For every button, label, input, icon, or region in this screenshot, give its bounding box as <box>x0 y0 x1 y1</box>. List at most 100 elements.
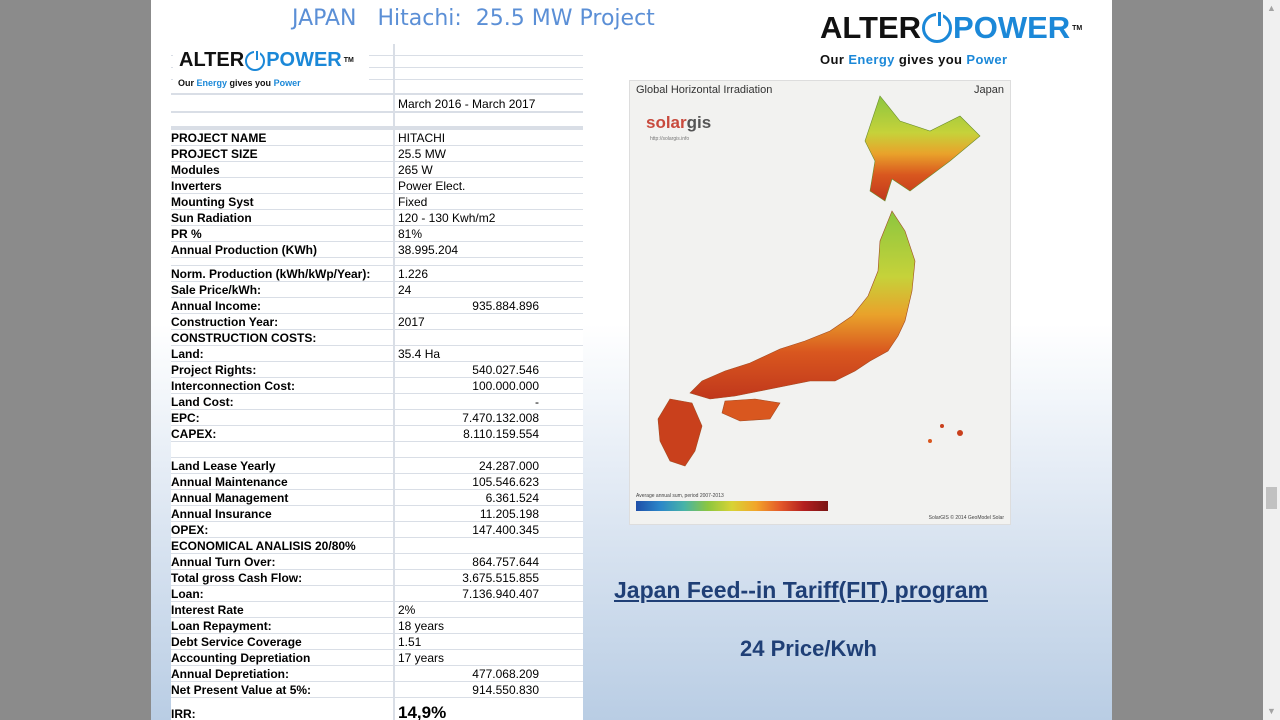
table-row: Land Cost: - <box>171 394 583 410</box>
row-value: 14,9% <box>395 698 583 720</box>
row-label: Sun Radiation <box>171 210 393 225</box>
table-row-period: March 2016 - March 2017 <box>171 95 583 112</box>
row-value: 265 W <box>395 162 583 177</box>
row-value: 477.068.209 <box>395 666 583 681</box>
row-label: EPC: <box>171 410 393 425</box>
scroll-up-arrow-icon[interactable]: ▲ <box>1267 3 1276 13</box>
table-cell <box>395 56 583 67</box>
row-value: 147.400.345 <box>395 522 583 537</box>
table-cell <box>171 95 393 111</box>
row-label: Annual Insurance <box>171 506 393 521</box>
table-row: OPEX: 147.400.345 <box>171 522 583 538</box>
row-value: 540.027.546 <box>395 362 583 377</box>
scroll-down-arrow-icon[interactable]: ▼ <box>1267 706 1276 716</box>
table-row: Annual Income: 935.884.896 <box>171 298 583 314</box>
table-row: Land Lease Yearly 24.287.000 <box>171 458 583 474</box>
table-row: Net Present Value at 5%: 914.550.830 <box>171 682 583 698</box>
table-row: Accounting Depretiation 17 years <box>171 650 583 666</box>
alterpower-logo-small: ALTER POWER TM Our Energy gives you Powe… <box>173 46 369 88</box>
table-row: Land: 35.4 Ha <box>171 346 583 362</box>
table-row: Annual Turn Over: 864.757.644 <box>171 554 583 570</box>
table-row: Annual Depretiation: 477.068.209 <box>171 666 583 682</box>
row-value: HITACHI <box>395 130 583 145</box>
table-row: Debt Service Coverage 1.51 <box>171 634 583 650</box>
map-credit: SolarGIS © 2014 GeoModel Solar <box>928 515 1004 521</box>
logo-word-power: POWER <box>953 10 1071 45</box>
table-row: ECONOMICAL ANALISIS 20/80% <box>171 538 583 554</box>
row-label: Annual Income: <box>171 298 393 313</box>
row-label: Loan Repayment: <box>171 618 393 633</box>
table-row: Annual Management 6.361.524 <box>171 490 583 506</box>
row-value: 17 years <box>395 650 583 665</box>
row-label: IRR: <box>171 698 393 720</box>
row-value: 7.470.132.008 <box>395 410 583 425</box>
table-row: Project Rights: 540.027.546 <box>171 362 583 378</box>
row-value: 11.205.198 <box>395 506 583 521</box>
row-value: 3.675.515.855 <box>395 570 583 585</box>
logo-word-alter: ALTER <box>820 10 922 45</box>
row-label: OPEX: <box>171 522 393 537</box>
vertical-scrollbar[interactable]: ▲ ▼ <box>1263 0 1280 720</box>
row-value: 7.136.940.407 <box>395 586 583 601</box>
row-value: 914.550.830 <box>395 682 583 697</box>
table-row: Mounting Syst Fixed <box>171 194 583 210</box>
solargis-logo: solargis <box>646 113 712 132</box>
row-label: Annual Turn Over: <box>171 554 393 569</box>
table-row: PR % 81% <box>171 226 583 242</box>
table-cell <box>171 113 393 126</box>
row-value: 8.110.159.554 <box>395 426 583 441</box>
alterpower-logo: ALTER POWER TM Our Energy gives you Powe… <box>818 8 1112 68</box>
table-cell <box>395 258 583 265</box>
row-value: 100.000.000 <box>395 378 583 393</box>
page-title: JAPAN Hitachi: 25.5 MW Project <box>292 6 655 31</box>
table-row-blank <box>171 258 583 266</box>
row-label: Annual Depretiation: <box>171 666 393 681</box>
table-row-blank <box>171 442 583 458</box>
row-value: Fixed <box>395 194 583 209</box>
row-value <box>395 538 583 553</box>
row-label: Total gross Cash Flow: <box>171 570 393 585</box>
project-table: March 2016 - March 2017 PROJECT NAME HITAC… <box>171 44 583 720</box>
table-cell <box>395 113 583 126</box>
row-label: Interest Rate <box>171 602 393 617</box>
row-label: Project Rights: <box>171 362 393 377</box>
table-cell <box>171 442 393 457</box>
row-label: Norm. Production (kWh/kWp/Year): <box>171 266 393 281</box>
table-row: Loan Repayment: 18 years <box>171 618 583 634</box>
fit-program-link[interactable]: Japan Feed--in Tariff(FIT) program <box>614 577 988 603</box>
row-value: 6.361.524 <box>395 490 583 505</box>
row-value: 18 years <box>395 618 583 633</box>
table-cell <box>395 442 583 457</box>
row-value: 105.546.623 <box>395 474 583 489</box>
row-label: Annual Maintenance <box>171 474 393 489</box>
logo-tagline: Our Energy gives you Power <box>820 52 1008 67</box>
map-country: Japan <box>974 84 1004 96</box>
row-label: Annual Production (KWh) <box>171 242 393 257</box>
table-cell <box>171 258 393 265</box>
row-value: 25.5 MW <box>395 146 583 161</box>
japan-map-graphic <box>657 95 981 467</box>
table-row: Loan: 7.136.940.407 <box>171 586 583 602</box>
logo-wordmark: ALTER POWER TM <box>820 10 1082 46</box>
logo-tm: TM <box>1072 24 1083 32</box>
scroll-thumb[interactable] <box>1266 487 1277 509</box>
table-row: Norm. Production (kWh/kWp/Year): 1.226 <box>171 266 583 282</box>
row-value: 2% <box>395 602 583 617</box>
solargis-url: http://solargis.info <box>650 136 690 142</box>
map-legend-bar <box>636 501 828 511</box>
row-value: 24 <box>395 282 583 297</box>
row-value: 1.51 <box>395 634 583 649</box>
table-cell <box>395 80 583 93</box>
row-value: 38.995.204 <box>395 242 583 257</box>
irradiation-map: Global Horizontal Irradiation Japan sola… <box>629 80 1011 525</box>
row-value: 81% <box>395 226 583 241</box>
row-value: Power Elect. <box>395 178 583 193</box>
row-label: Net Present Value at 5%: <box>171 682 393 697</box>
map-title: Global Horizontal Irradiation <box>636 84 773 96</box>
table-cell <box>395 44 583 55</box>
table-row: CONSTRUCTION COSTS: <box>171 330 583 346</box>
table-row: CAPEX: 8.110.159.554 <box>171 426 583 442</box>
table-row: Inverters Power Elect. <box>171 178 583 194</box>
power-icon <box>245 48 266 71</box>
table-row: PROJECT NAME HITACHI <box>171 130 583 146</box>
